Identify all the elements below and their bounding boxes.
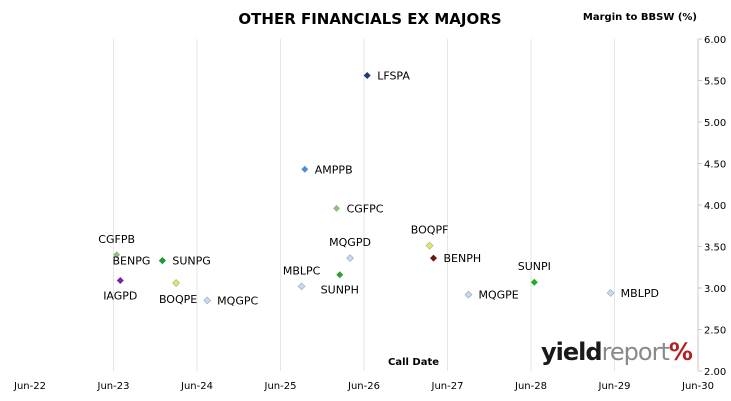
data-point	[425, 241, 434, 250]
data-point	[429, 254, 437, 262]
logo-percent: %	[668, 338, 693, 366]
data-label: IAGPD	[103, 290, 137, 303]
data-point	[203, 296, 212, 305]
data-point	[530, 278, 538, 286]
y-tick-label: 2.50	[704, 326, 726, 337]
x-axis-label: Call Date	[388, 357, 440, 368]
data-point	[301, 165, 309, 173]
logo-report: report	[601, 338, 670, 366]
data-label: CGFPC	[347, 202, 384, 215]
data-point	[113, 251, 121, 259]
data-point	[346, 254, 354, 263]
data-label: MBLPD	[621, 287, 659, 300]
data-label: BENPH	[443, 252, 481, 265]
y-tick-label: 4.50	[704, 160, 726, 171]
y-tick-label: 4.00	[704, 201, 726, 212]
x-tick-label: Jun-27	[431, 381, 464, 392]
y-tick-label: 2.00	[704, 367, 726, 378]
data-label: MBLPC	[283, 264, 321, 277]
data-label: MQGPD	[329, 236, 371, 249]
data-label: AMPPB	[315, 163, 353, 176]
data-point	[116, 277, 124, 285]
data-point	[363, 72, 371, 80]
data-point	[336, 271, 344, 279]
y-tick-label: 3.00	[704, 284, 726, 295]
logo-yield: yield	[541, 338, 603, 366]
data-label: BENPG	[112, 255, 150, 268]
data-label: MQGPE	[478, 289, 518, 302]
x-tick-label: Jun-28	[514, 381, 547, 392]
data-point	[172, 279, 181, 287]
y-axis-label: Margin to BBSW (%)	[582, 12, 697, 23]
data-label: SUNPG	[172, 255, 210, 268]
data-label: SUNPI	[518, 260, 551, 273]
x-tick-label: Jun-24	[180, 381, 213, 392]
data-point	[606, 289, 615, 297]
data-point	[158, 257, 166, 265]
data-point	[297, 282, 306, 291]
x-tick-label: Jun-29	[598, 381, 631, 392]
x-tick-label: Jun-25	[264, 381, 297, 392]
data-label: SUNPH	[321, 284, 359, 297]
data-label: MQGPC	[217, 294, 258, 307]
yieldreport-logo: yieldreport%	[541, 338, 693, 366]
chart-title: OTHER FINANCIALS EX MAJORS	[238, 10, 502, 28]
data-point	[464, 290, 473, 299]
y-tick-label: 3.50	[704, 243, 726, 254]
data-point	[333, 204, 341, 212]
y-tick-label: 5.50	[704, 77, 726, 88]
x-tick-label: Jun-22	[13, 381, 46, 392]
data-label: BOQPE	[159, 293, 197, 306]
x-tick-label: Jun-23	[97, 381, 130, 392]
y-tick-label: 5.00	[704, 118, 726, 129]
data-label: CGFPB	[98, 233, 135, 246]
x-tick-label: Jun-30	[681, 381, 714, 392]
data-label: LFSPA	[377, 70, 410, 83]
x-tick-label: Jun-26	[347, 381, 380, 392]
data-label: BOQPF	[411, 224, 449, 237]
y-tick-label: 6.00	[704, 35, 726, 46]
